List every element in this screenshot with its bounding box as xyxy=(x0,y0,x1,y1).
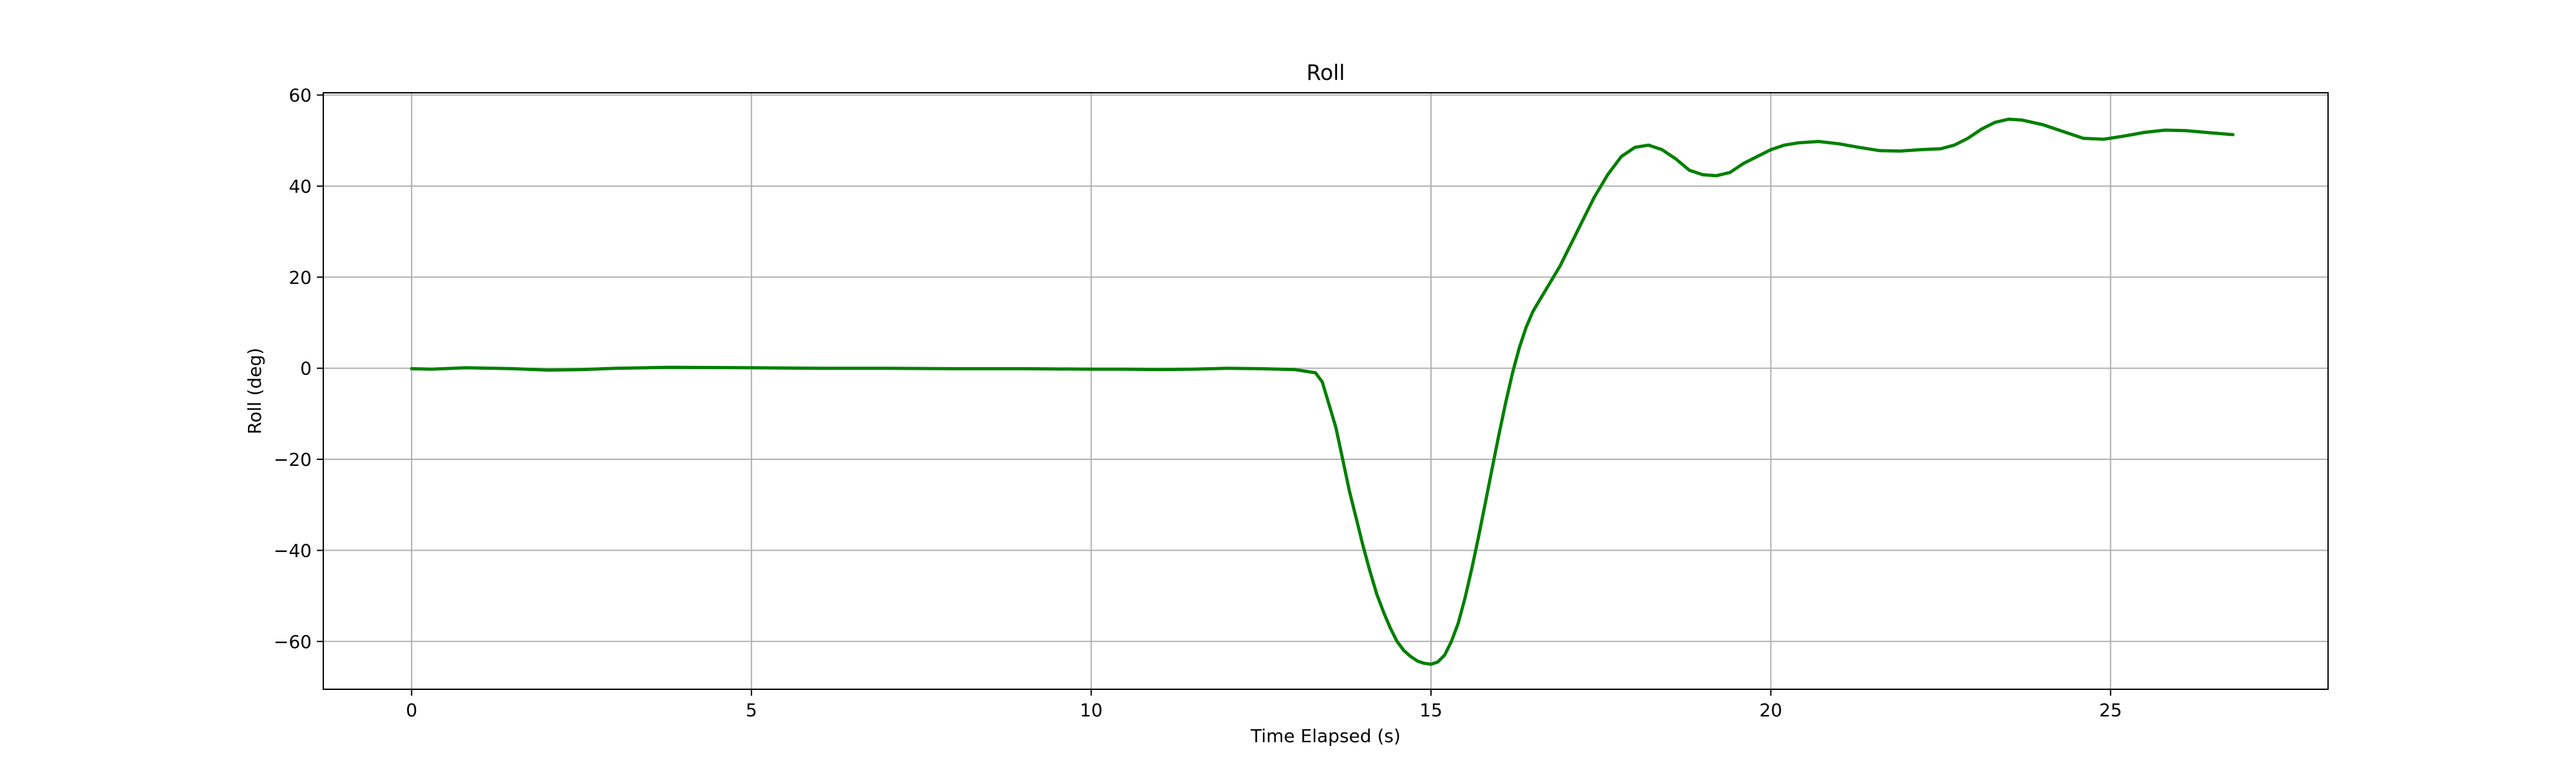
x-tick-label: 25 xyxy=(2099,700,2122,721)
x-axis-label: Time Elapsed (s) xyxy=(1250,725,1401,747)
x-tick-label: 10 xyxy=(1080,700,1103,721)
x-tick-label: 5 xyxy=(746,700,757,721)
y-tick-label: −20 xyxy=(274,449,312,470)
y-tick-label: 20 xyxy=(289,267,312,288)
x-tick-label: 20 xyxy=(1759,700,1783,721)
x-tick-label: 0 xyxy=(406,700,417,721)
y-tick-label: 0 xyxy=(300,358,312,379)
plot-frame xyxy=(323,92,2329,690)
chart-title: Roll xyxy=(1307,60,1345,85)
y-tick-label: 60 xyxy=(289,85,312,106)
roll-series-line xyxy=(410,117,2235,666)
series-layer xyxy=(410,117,2235,666)
grid-layer xyxy=(323,93,2328,689)
y-axis-label: Roll (deg) xyxy=(244,348,265,434)
x-tick-label: 15 xyxy=(1419,700,1443,721)
y-tick-label: −40 xyxy=(274,540,312,561)
y-tick-label: 40 xyxy=(289,176,312,197)
ticks-layer: 0 5 10 15 20 25 −60 −40 −20 0 20 40 60 xyxy=(274,85,2122,721)
y-tick-label: −60 xyxy=(274,631,312,653)
